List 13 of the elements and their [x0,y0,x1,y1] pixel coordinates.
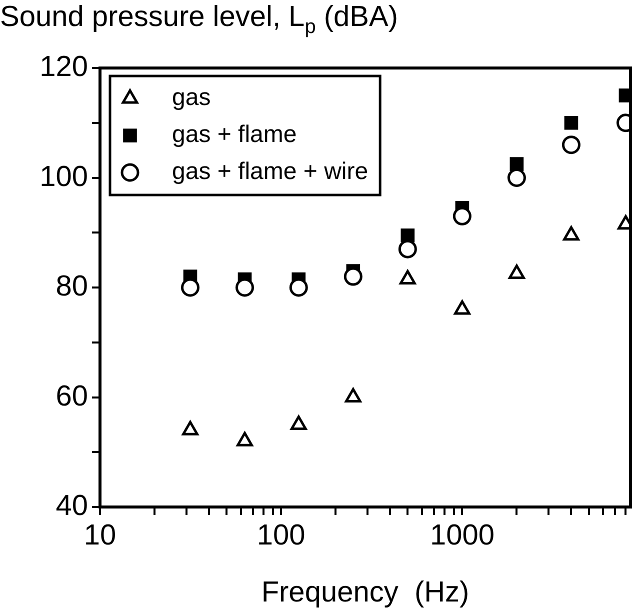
x-tick-label: 10 [84,519,116,552]
y-tick-label: 40 [56,490,88,522]
legend-label: gas + flame + wire [172,158,368,186]
y-tick-label: 60 [56,380,88,412]
x-tick-label: 1000 [430,519,494,552]
legend-label: gas [172,84,211,112]
y-tick-label: 120 [40,51,88,83]
y-axis-title: Sound pressure level, L$_{p}$ (dBA) [0,0,398,40]
x-tick-label: 100 [256,519,306,552]
x-axis-title: Frequency (Hz) [261,576,470,608]
y-tick-label: 80 [56,270,88,302]
legend-label: gas + flame [172,121,297,148]
y-tick-label: 100 [40,160,88,193]
